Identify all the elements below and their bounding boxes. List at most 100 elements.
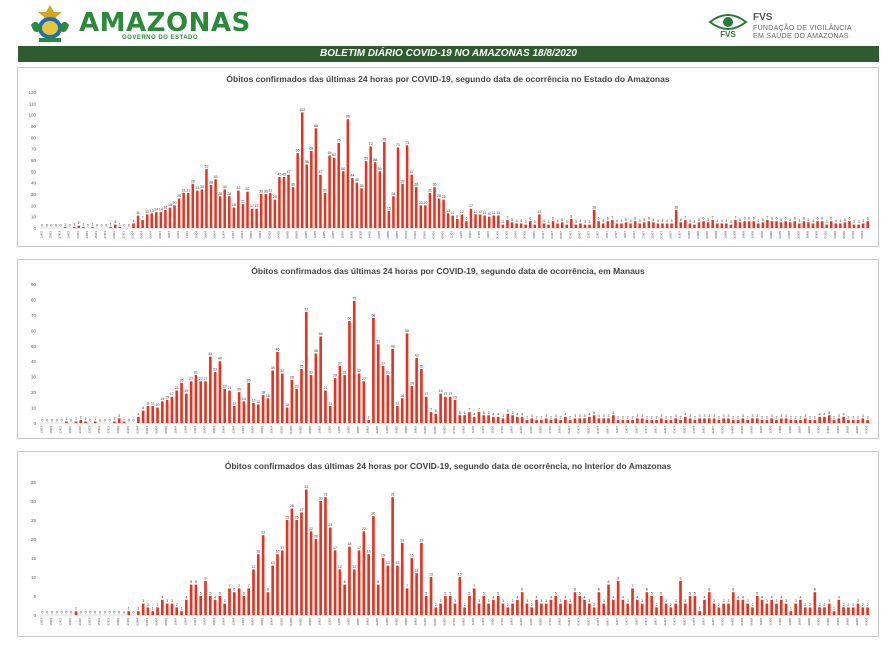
data-label: 2 [737, 415, 739, 419]
bar [746, 419, 749, 423]
x-tick-label: 01/06 [423, 618, 427, 626]
data-label: 6 [634, 217, 636, 221]
bar [338, 365, 342, 423]
x-tick-label: 20/08 [807, 426, 811, 434]
chart-panel-manaus: Óbitos confirmados das últimas 24 horas … [17, 259, 879, 439]
bar [165, 399, 169, 423]
bar [861, 607, 865, 615]
bar [420, 368, 423, 423]
data-label: 2 [718, 603, 720, 607]
data-label: 3 [540, 599, 542, 603]
bar [747, 221, 751, 228]
x-tick-label: 01/06 [404, 231, 408, 239]
x-tick-label: 19/06 [510, 618, 514, 626]
data-label: 0 [128, 419, 130, 423]
x-tick-label: 04/04 [140, 231, 144, 239]
bar [645, 592, 649, 615]
y-tick-label: 60 [31, 328, 37, 333]
bar [506, 220, 509, 228]
data-label: 6 [748, 217, 750, 221]
x-tick-label: 08/08 [749, 618, 753, 626]
data-label: 3 [478, 599, 480, 603]
data-label: 33 [236, 186, 240, 190]
bar [458, 577, 462, 615]
data-label: 3 [566, 220, 568, 224]
x-tick-label: 21/06 [519, 426, 523, 434]
bar [200, 189, 204, 228]
x-tick-label: 26/04 [240, 231, 244, 239]
data-label: 0 [65, 611, 67, 615]
x-tick-label: 23/06 [529, 426, 533, 434]
bar [156, 607, 159, 615]
x-tick-label: 10/05 [318, 426, 322, 434]
x-tick-label: 05/07 [586, 618, 590, 626]
data-label: 5 [780, 218, 782, 222]
data-label: 11 [496, 211, 500, 215]
data-label: 64 [328, 151, 332, 155]
bar [832, 419, 836, 423]
data-label: 1 [137, 607, 139, 611]
x-tick-label: 14/05 [337, 426, 341, 434]
y-tick-label: 30 [31, 192, 37, 197]
x-tick-label: 28/04 [260, 426, 264, 434]
bar [113, 224, 117, 228]
bar [141, 220, 144, 228]
bar [324, 390, 327, 423]
bar [665, 223, 669, 228]
data-label: 3 [771, 414, 773, 418]
data-label: 5 [739, 218, 741, 222]
data-label: 2 [670, 415, 672, 419]
x-tick-label: 02/08 [721, 618, 725, 626]
data-label: 51 [376, 340, 380, 344]
bar [246, 191, 249, 228]
bar [635, 418, 639, 423]
data-label: 0 [123, 224, 125, 228]
data-label: 3 [603, 599, 605, 603]
data-label: 6 [803, 217, 805, 221]
x-tick-label: 24/08 [826, 426, 830, 434]
data-label: 20 [237, 388, 241, 392]
bar [779, 222, 783, 228]
x-tick-label: 26/08 [796, 231, 800, 239]
bar [857, 224, 860, 228]
x-tick-label: 22/04 [231, 426, 235, 434]
data-label: 4 [516, 412, 518, 416]
data-label: 28 [391, 192, 395, 196]
bar [232, 406, 236, 423]
bar [544, 418, 548, 423]
bar [182, 192, 185, 228]
data-label: 22 [223, 385, 227, 389]
bar [252, 569, 255, 615]
bar [309, 531, 313, 615]
bar [659, 596, 663, 615]
bar [369, 146, 372, 228]
bar [818, 607, 821, 615]
bar [717, 607, 721, 615]
x-tick-label: 18/08 [797, 426, 801, 434]
bar [693, 224, 696, 228]
data-label: 6 [529, 217, 531, 221]
bar [524, 224, 527, 228]
bar [554, 418, 558, 423]
data-label: 35 [360, 184, 364, 188]
x-tick-label: 13/07 [625, 426, 629, 434]
bar [405, 145, 409, 228]
bar [146, 607, 150, 615]
y-tick-label: 5 [33, 594, 36, 599]
bar [400, 542, 404, 615]
bar [415, 358, 418, 423]
x-tick-label: 24/04 [231, 231, 235, 239]
x-tick-label: 18/04 [212, 618, 216, 626]
data-label: 11 [328, 402, 332, 406]
data-label: 33 [195, 186, 199, 190]
bar [597, 418, 601, 423]
x-tick-label: 18/04 [212, 426, 216, 434]
x-tick-label: 14/04 [193, 426, 197, 434]
bar [437, 198, 441, 228]
data-label: 76 [382, 137, 386, 141]
data-label: 13 [271, 561, 275, 565]
data-label: 2 [747, 415, 749, 419]
bar [659, 418, 663, 423]
bar [247, 588, 251, 615]
